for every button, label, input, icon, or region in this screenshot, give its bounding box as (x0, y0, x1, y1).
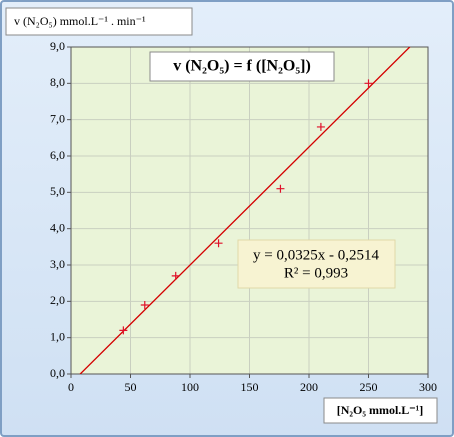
point (316, 122, 325, 131)
x-axis-label: [N₂O₅ mmol.L⁻¹] (337, 403, 423, 417)
x-tick-label: 200 (300, 380, 318, 394)
chart-title: v (N₂O₅) = f ([N₂O₅]) (173, 58, 311, 75)
point (364, 79, 373, 88)
trendline (79, 47, 411, 374)
y-tick-label: 6,0 (50, 148, 65, 162)
y-tick-label: 7,0 (50, 111, 65, 125)
title-box (149, 51, 335, 82)
point (171, 271, 180, 280)
y-axis-label: v (N₂O₅) mmol.L⁻¹ . min⁻¹ (14, 14, 146, 28)
equation: y = 0,0325x - 0,2514 (253, 247, 379, 263)
x-tick-label: 300 (419, 380, 437, 394)
point (276, 184, 285, 193)
y-tick-label: 0,0 (50, 366, 65, 380)
x-tick-label: 0 (68, 380, 74, 394)
point (214, 239, 223, 248)
point (140, 300, 149, 309)
y-tick-label: 8,0 (50, 75, 65, 89)
x-tick-label: 50 (125, 380, 137, 394)
y-tick-label: 3,0 (50, 257, 65, 271)
x-tick-label: 250 (360, 380, 378, 394)
r-squared: R² = 0,993 (284, 265, 348, 281)
y-tick-label: 9,0 (50, 39, 65, 53)
y-tick-label: 4,0 (50, 220, 65, 234)
y-tick-label: 2,0 (50, 293, 65, 307)
equation-box (237, 239, 396, 289)
x-tick-label: 100 (181, 380, 199, 394)
x-label-box (323, 397, 438, 424)
y-label-box (5, 7, 193, 36)
y-tick-label: 1,0 (50, 329, 65, 343)
point (119, 326, 128, 335)
y-tick-label: 5,0 (50, 184, 65, 198)
x-tick-label: 150 (241, 380, 259, 394)
